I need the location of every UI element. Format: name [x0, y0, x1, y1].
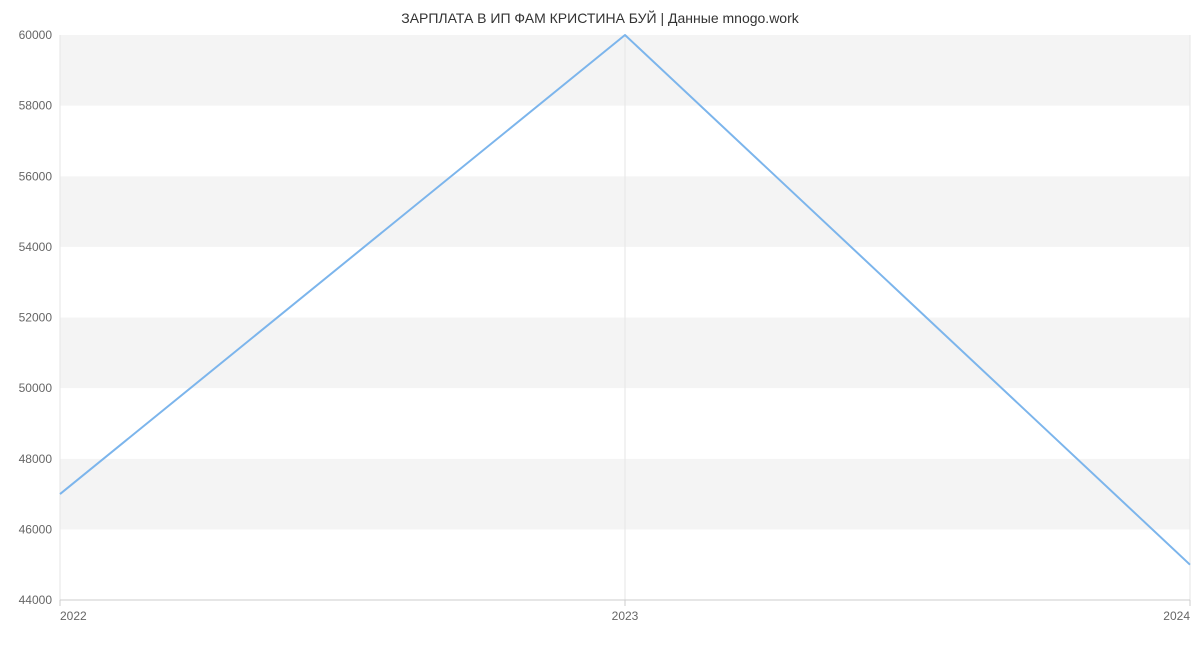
svg-text:46000: 46000: [19, 522, 53, 536]
svg-text:2022: 2022: [60, 609, 87, 623]
svg-text:50000: 50000: [19, 381, 53, 395]
svg-text:58000: 58000: [19, 99, 53, 113]
svg-text:2024: 2024: [1163, 609, 1190, 623]
svg-text:48000: 48000: [19, 452, 53, 466]
svg-text:52000: 52000: [19, 311, 53, 325]
svg-text:2023: 2023: [612, 609, 639, 623]
chart-title: ЗАРПЛАТА В ИП ФАМ КРИСТИНА БУЙ | Данные …: [0, 10, 1200, 26]
chart-svg: 44000 46000 48000 50000 52000 54000 56000 58000…: [0, 0, 1200, 650]
svg-text:60000: 60000: [19, 28, 53, 42]
salary-chart: ЗАРПЛАТА В ИП ФАМ КРИСТИНА БУЙ | Данные …: [0, 0, 1200, 650]
svg-text:56000: 56000: [19, 169, 53, 183]
svg-text:44000: 44000: [19, 593, 53, 607]
svg-text:54000: 54000: [19, 240, 53, 254]
